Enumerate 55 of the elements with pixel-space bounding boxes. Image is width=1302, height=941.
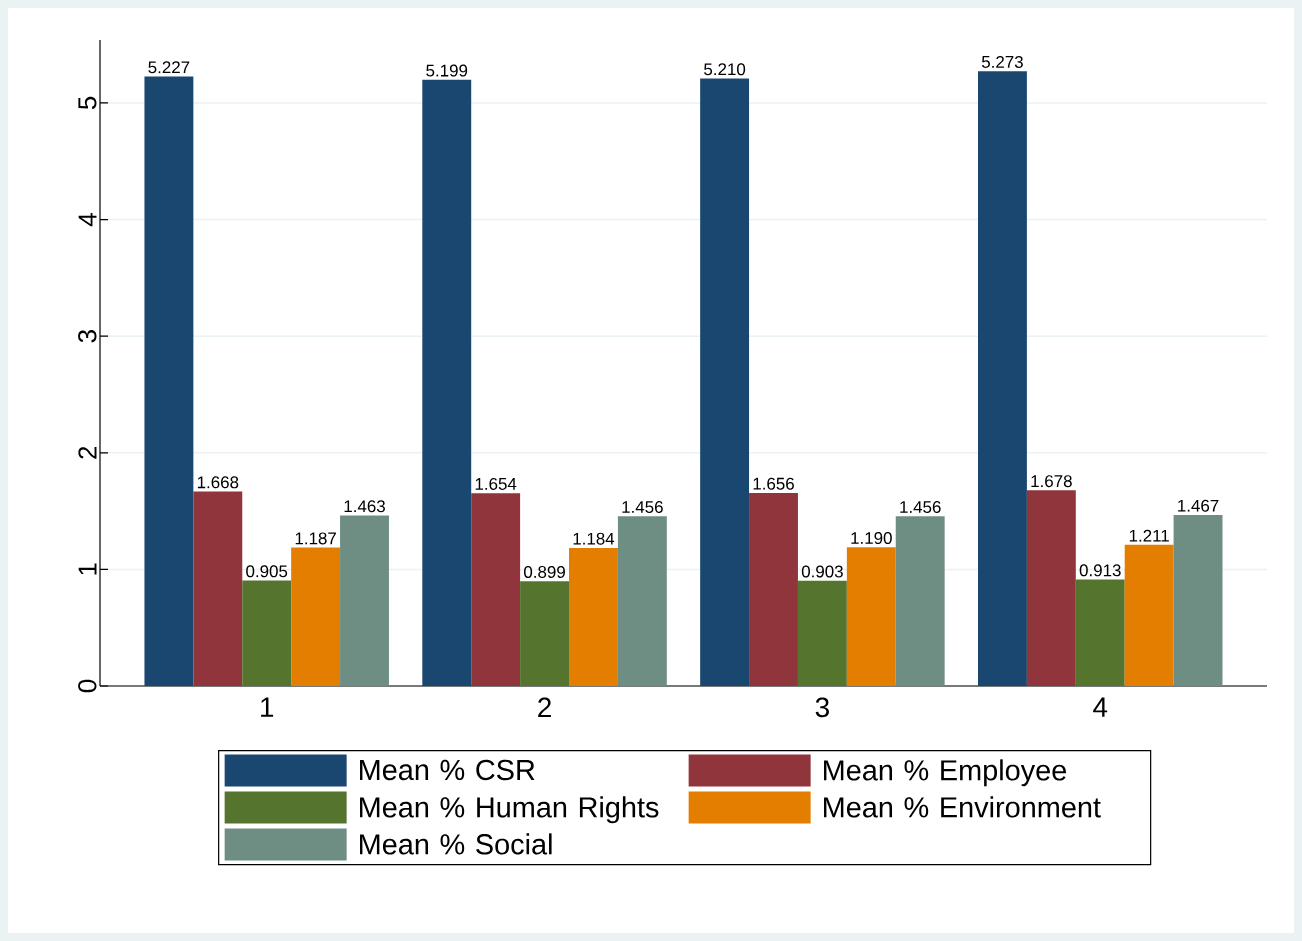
data-label: 1.187 (295, 532, 336, 545)
bar (569, 547, 618, 686)
bar (749, 492, 798, 686)
data-label: 0.899 (524, 565, 565, 578)
legend-label: Mean % CSR (360, 759, 535, 781)
bar (291, 547, 341, 686)
bar (242, 580, 292, 686)
data-label: 1.656 (753, 477, 794, 490)
legend-label: Mean % Employee (824, 759, 1066, 787)
bar (978, 71, 1027, 686)
bar (144, 76, 194, 686)
bar (471, 493, 521, 686)
bar (700, 78, 750, 686)
y-tick-label: 1 (78, 563, 97, 575)
bar (422, 79, 472, 686)
legend-label: Mean % Social (360, 833, 552, 855)
bar (797, 580, 847, 686)
data-label: 0.903 (801, 565, 843, 578)
x-tick-label: 3 (815, 697, 829, 718)
bar (1075, 579, 1125, 686)
y-tick-label: 3 (78, 330, 97, 343)
bar (846, 547, 896, 686)
data-label: 0.913 (1079, 564, 1121, 577)
legend-label: Mean % Environment (824, 796, 1101, 818)
bar (520, 581, 570, 686)
y-tick-label: 5 (78, 96, 97, 110)
data-label: 1.456 (622, 501, 663, 514)
y-tick-label: 0 (78, 679, 97, 693)
bar (340, 515, 389, 686)
bar (617, 516, 667, 686)
data-label: 5.199 (426, 64, 468, 77)
bar (895, 516, 945, 686)
data-label: 1.678 (1031, 475, 1072, 488)
y-tick-label: 2 (78, 446, 97, 459)
y-tick-label: 4 (78, 213, 97, 227)
data-label: 5.273 (981, 55, 1023, 68)
data-label: 1.456 (900, 501, 941, 514)
data-label: 1.190 (851, 532, 892, 545)
data-label: 1.463 (344, 500, 385, 513)
legend-label: Mean % Human Rights (360, 796, 659, 824)
data-label: 0.905 (246, 565, 288, 578)
x-tick-label: 1 (261, 697, 274, 717)
bar (1173, 514, 1223, 686)
data-label: 1.184 (573, 532, 615, 545)
data-label: 1.467 (1178, 499, 1219, 512)
bar (193, 491, 243, 686)
x-tick-label: 2 (538, 697, 551, 717)
x-tick-label: 4 (1093, 697, 1108, 717)
data-label: 1.668 (197, 476, 239, 489)
data-label: 5.227 (148, 61, 190, 74)
data-label: 1.211 (1129, 529, 1169, 542)
bar (1026, 490, 1076, 686)
data-label: 5.210 (704, 63, 746, 76)
bar (1124, 544, 1174, 686)
data-label: 1.654 (475, 477, 517, 490)
